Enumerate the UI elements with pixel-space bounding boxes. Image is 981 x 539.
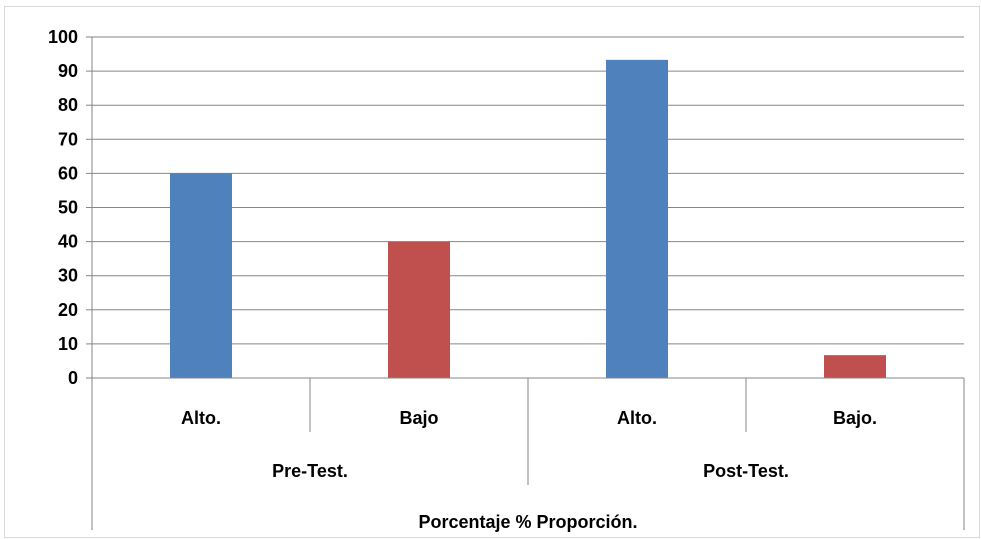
category-label: Bajo — [399, 408, 438, 428]
y-tick-label: 0 — [68, 368, 78, 388]
y-tick-label: 60 — [58, 163, 78, 183]
category-label: Bajo. — [833, 408, 877, 428]
bar — [170, 173, 232, 378]
y-tick-label: 70 — [58, 129, 78, 149]
category-label: Alto. — [617, 408, 657, 428]
y-tick-label: 10 — [58, 334, 78, 354]
y-axis-ticks: 0 10 20 30 40 50 60 70 80 90 100 — [48, 27, 92, 388]
y-tick-label: 90 — [58, 61, 78, 81]
y-tick-label: 100 — [48, 27, 78, 47]
bars — [170, 59, 886, 379]
group-label: Post-Test. — [703, 461, 789, 481]
y-tick-label: 80 — [58, 95, 78, 115]
gridlines — [92, 36, 964, 345]
y-tick-label: 50 — [58, 198, 78, 218]
bar — [606, 59, 668, 379]
category-label: Alto. — [181, 408, 221, 428]
x-axis-title: Porcentaje % Proporción. — [418, 512, 637, 532]
y-tick-label: 30 — [58, 266, 78, 286]
y-tick-label: 40 — [58, 232, 78, 252]
y-tick-label: 20 — [58, 300, 78, 320]
bar — [824, 355, 886, 378]
axes — [86, 37, 965, 530]
bar — [388, 241, 450, 378]
chart-frame — [4, 6, 980, 538]
x-axis-labels: Alto. Bajo Alto. Bajo. Pre-Test. Post-Test. Po… — [181, 408, 877, 532]
group-label: Pre-Test. — [272, 461, 348, 481]
